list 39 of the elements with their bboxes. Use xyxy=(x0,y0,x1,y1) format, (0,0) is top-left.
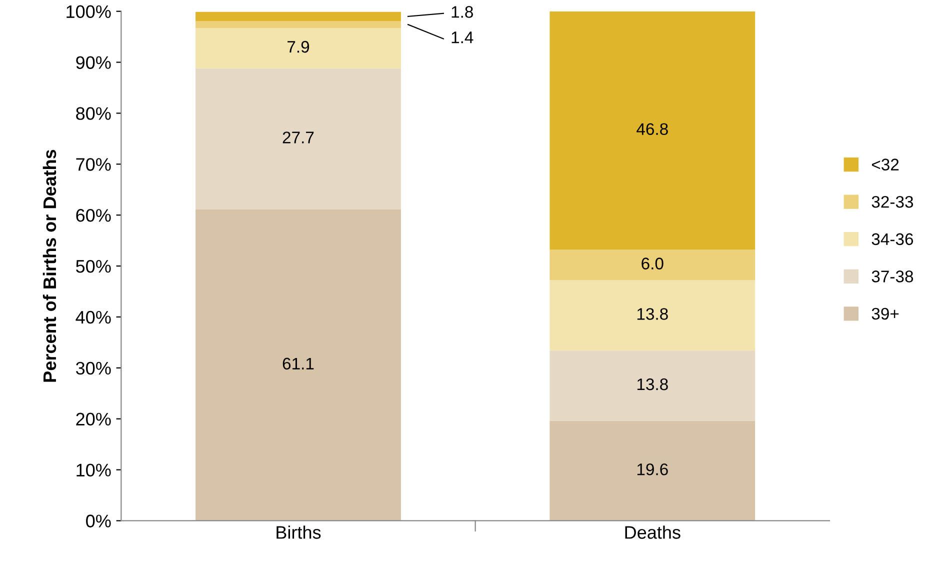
x-tick-label: Births xyxy=(276,526,321,539)
y-tick-label: 90% xyxy=(76,56,111,69)
legend-label: 32-33 xyxy=(872,196,914,208)
bar xyxy=(196,68,401,210)
x-tick-label: Deaths xyxy=(625,526,680,539)
bar xyxy=(196,28,401,68)
y-tick-label: 80% xyxy=(76,107,111,120)
data-label: 13.8 xyxy=(637,378,668,390)
legend-label: 37-38 xyxy=(872,270,914,282)
bar xyxy=(550,250,756,280)
bar xyxy=(196,209,401,521)
data-label: 61.1 xyxy=(282,358,314,370)
y-tick-label: 30% xyxy=(76,362,111,375)
y-tick-label: 10% xyxy=(76,464,111,476)
legend-label: <32 xyxy=(872,158,899,170)
y-tick-label: 60% xyxy=(76,209,111,222)
y-tick-label: 40% xyxy=(76,310,111,324)
y-tick-label: 0% xyxy=(86,514,111,528)
data-label: 1.4 xyxy=(452,32,474,44)
data-label: 1.8 xyxy=(452,6,473,18)
data-label: 19.6 xyxy=(637,463,668,476)
y-tick-label: 20% xyxy=(76,412,111,426)
bar xyxy=(550,11,756,250)
data-label: 46.8 xyxy=(636,123,668,135)
data-label: 27.7 xyxy=(282,132,314,144)
y-tick-label: 50% xyxy=(76,260,111,273)
bar xyxy=(550,280,756,351)
bar xyxy=(550,420,756,521)
data-label: 13.8 xyxy=(637,308,668,320)
bar xyxy=(196,12,401,21)
y-axis-title: Percent of Births or Deaths xyxy=(42,150,56,382)
data-label: 6.0 xyxy=(642,258,664,270)
data-label: 7.9 xyxy=(288,40,310,53)
y-tick-label: 100% xyxy=(66,5,111,18)
bar xyxy=(196,21,401,28)
bar xyxy=(550,350,756,421)
legend-label: 39+ xyxy=(872,308,899,320)
y-tick-label: 70% xyxy=(76,158,111,171)
legend-label: 34-36 xyxy=(872,233,914,246)
